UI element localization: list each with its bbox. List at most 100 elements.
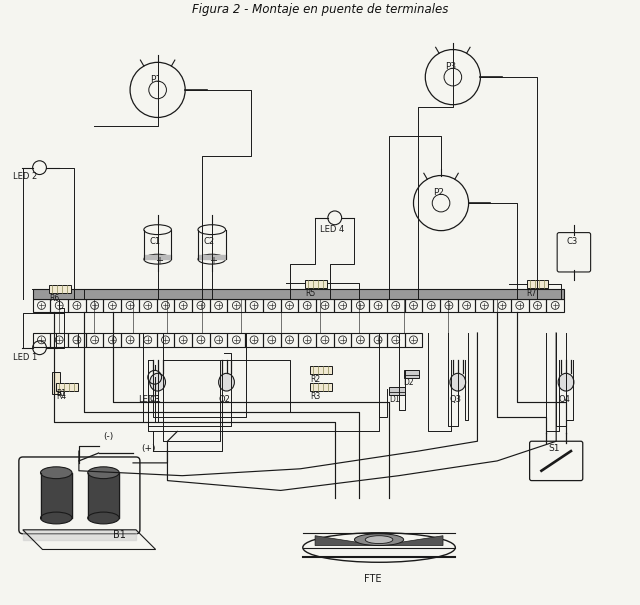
Bar — [440, 298, 458, 312]
Text: LED 4: LED 4 — [320, 224, 344, 234]
Bar — [51, 333, 68, 347]
Bar — [351, 298, 369, 312]
Ellipse shape — [88, 467, 119, 479]
Bar — [369, 333, 387, 347]
Bar — [157, 333, 174, 347]
Bar — [263, 298, 280, 312]
Text: (+): (+) — [141, 444, 156, 453]
Bar — [227, 298, 245, 312]
Text: P3: P3 — [445, 62, 456, 71]
Bar — [33, 289, 564, 298]
Bar — [476, 298, 493, 312]
Bar — [310, 367, 332, 374]
Text: P2: P2 — [433, 188, 444, 197]
Text: C3: C3 — [566, 237, 577, 246]
Bar — [52, 372, 60, 394]
Bar — [245, 298, 263, 312]
Bar — [404, 370, 419, 378]
Text: R1: R1 — [56, 389, 67, 398]
Bar — [227, 333, 245, 347]
Ellipse shape — [40, 512, 72, 524]
Bar — [387, 333, 404, 347]
Bar — [51, 298, 68, 312]
Ellipse shape — [450, 373, 466, 391]
Bar — [210, 298, 227, 312]
Bar — [316, 298, 334, 312]
Bar — [68, 298, 86, 312]
Ellipse shape — [355, 534, 404, 546]
Bar — [157, 298, 174, 312]
Text: LED 1: LED 1 — [13, 353, 37, 362]
Text: +: + — [209, 256, 217, 266]
Text: R7: R7 — [527, 289, 537, 298]
Bar — [310, 383, 332, 391]
Bar — [56, 383, 78, 391]
Bar — [192, 333, 210, 347]
Bar — [49, 285, 71, 293]
Bar — [245, 333, 263, 347]
Bar — [511, 298, 529, 312]
Ellipse shape — [219, 373, 234, 391]
Bar — [210, 333, 227, 347]
Ellipse shape — [150, 373, 166, 391]
Bar — [263, 333, 280, 347]
Text: Q4: Q4 — [558, 395, 570, 404]
Ellipse shape — [558, 373, 574, 391]
Text: P1: P1 — [150, 75, 161, 84]
Bar — [174, 333, 192, 347]
Bar — [351, 333, 369, 347]
Bar — [387, 298, 404, 312]
Bar — [104, 298, 121, 312]
Bar — [527, 280, 548, 288]
Bar — [529, 298, 547, 312]
Bar — [334, 298, 351, 312]
Bar — [192, 298, 210, 312]
Bar — [121, 333, 139, 347]
Bar — [422, 298, 440, 312]
Bar — [33, 298, 51, 312]
Bar — [121, 298, 139, 312]
Bar — [458, 298, 476, 312]
Bar — [404, 333, 422, 347]
Bar — [298, 333, 316, 347]
Text: Figura 2 - Montaje en puente de terminales: Figura 2 - Montaje en puente de terminal… — [192, 3, 448, 16]
Text: D1: D1 — [389, 395, 399, 404]
Bar — [86, 333, 104, 347]
Bar — [493, 298, 511, 312]
Text: Q3: Q3 — [450, 395, 462, 404]
Ellipse shape — [365, 535, 393, 543]
Bar — [174, 298, 192, 312]
Text: R2: R2 — [310, 375, 320, 384]
Text: +: + — [155, 256, 163, 266]
Text: C2: C2 — [204, 237, 215, 246]
Bar — [389, 387, 404, 395]
Text: R5: R5 — [305, 289, 316, 298]
Text: Q2: Q2 — [219, 395, 230, 404]
Text: FTE: FTE — [364, 574, 382, 584]
Polygon shape — [315, 535, 443, 546]
Bar — [139, 333, 157, 347]
Bar — [305, 280, 327, 288]
Bar — [68, 333, 86, 347]
Text: S1: S1 — [548, 444, 560, 453]
Text: R4: R4 — [56, 392, 67, 401]
Bar — [334, 333, 351, 347]
Bar — [33, 333, 51, 347]
Text: C1: C1 — [150, 237, 161, 246]
Bar — [404, 298, 422, 312]
Text: (-): (-) — [104, 432, 114, 441]
Ellipse shape — [40, 467, 72, 479]
Text: B1: B1 — [113, 529, 126, 540]
Text: LED3: LED3 — [138, 395, 160, 404]
Bar — [280, 298, 298, 312]
Bar — [280, 333, 298, 347]
Bar — [547, 298, 564, 312]
Text: D2: D2 — [404, 378, 414, 387]
Ellipse shape — [88, 512, 119, 524]
Bar — [369, 298, 387, 312]
Text: LED 2: LED 2 — [13, 172, 37, 182]
Text: Q1: Q1 — [150, 395, 162, 404]
Bar — [139, 298, 157, 312]
Text: R6: R6 — [49, 293, 60, 302]
Bar — [104, 333, 121, 347]
